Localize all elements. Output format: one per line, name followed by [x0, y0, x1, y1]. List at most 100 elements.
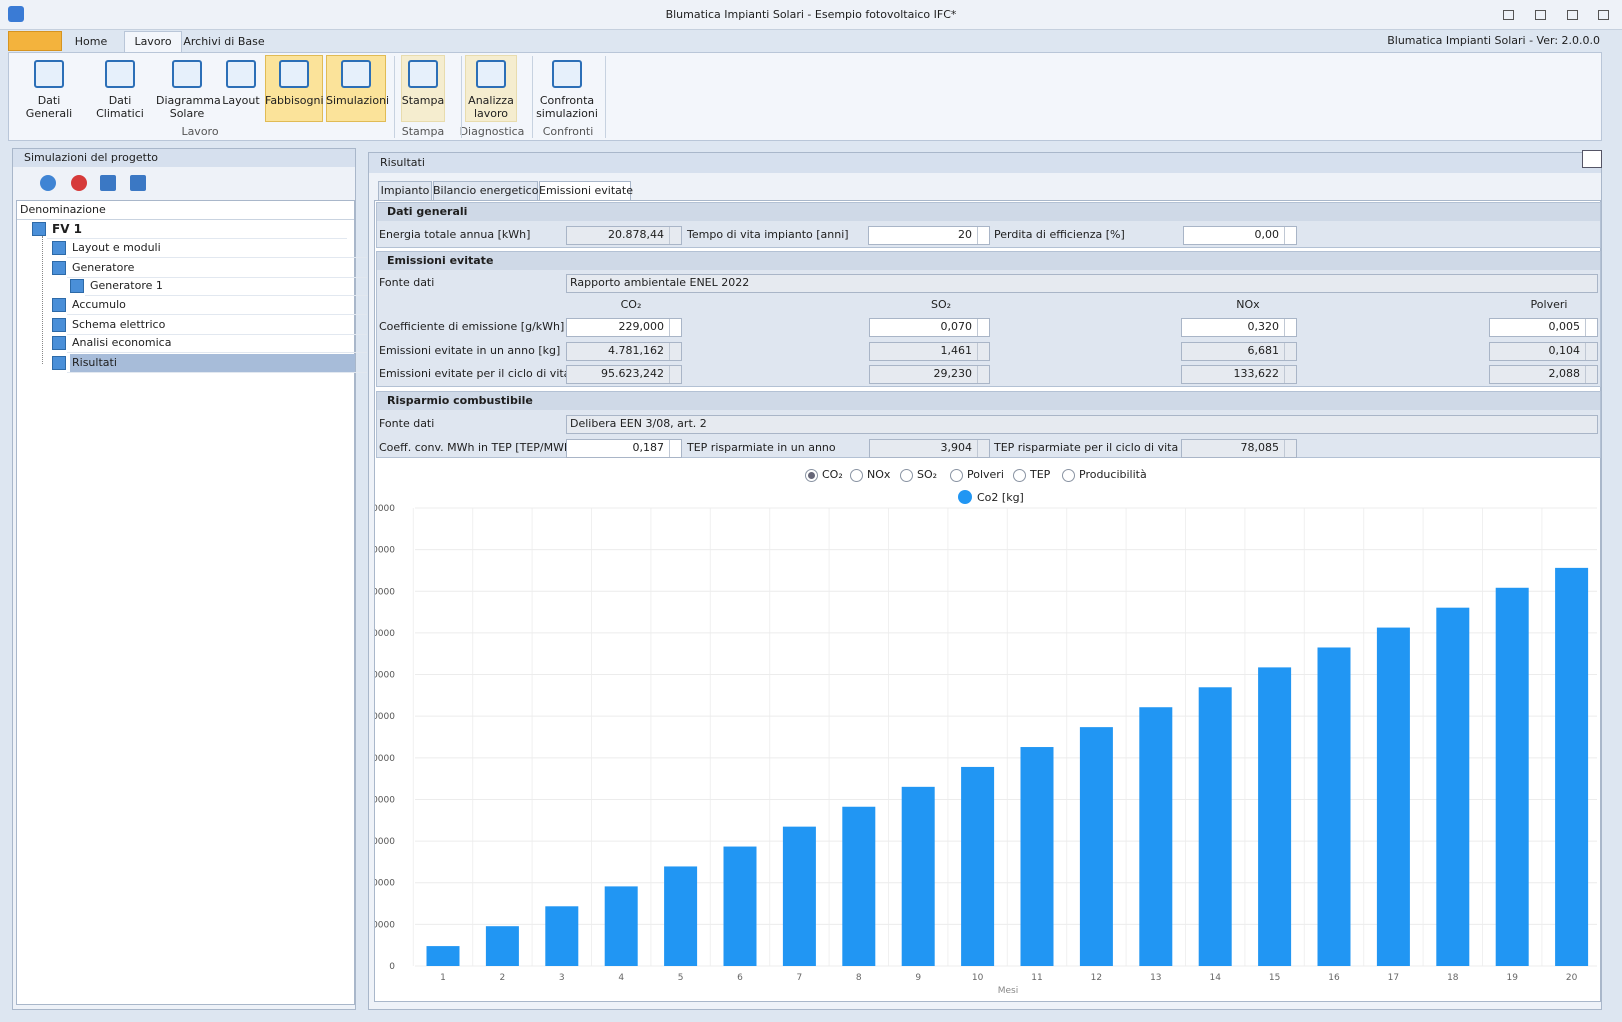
input-field[interactable] [566, 439, 682, 458]
field-value[interactable]: 0,320 [1247, 320, 1280, 333]
input-field[interactable] [1183, 226, 1297, 245]
tab-label[interactable]: Bilancio energetico [433, 184, 539, 197]
input-field [869, 365, 990, 384]
field-value: Delibera EEN 3/08, art. 2 [570, 417, 707, 430]
input-field[interactable] [566, 318, 682, 337]
input-field [566, 342, 682, 361]
bar [485, 926, 519, 966]
ribbon-button[interactable]: Diagramma Solare [156, 94, 221, 120]
ribbon-button[interactable]: Analizza lavoro [468, 94, 514, 120]
toolbar-button[interactable] [71, 175, 87, 191]
field-value: 20.878,44 [608, 228, 664, 241]
field-value[interactable]: 0,00 [1254, 228, 1280, 241]
spinner[interactable] [669, 319, 681, 336]
x-tick-label: 20 [1566, 973, 1578, 983]
x-tick-label: 13 [1150, 973, 1161, 983]
spinner[interactable] [1284, 227, 1296, 244]
field-value[interactable]: 0,005 [1548, 320, 1581, 333]
window-control[interactable] [1598, 10, 1609, 20]
bar [1495, 587, 1529, 966]
bar [1198, 687, 1232, 966]
tree [16, 200, 355, 1005]
tree-item[interactable]: Analisi economica [72, 336, 172, 349]
field-label: Emissioni evitate in un anno [kg] [379, 344, 561, 357]
tree-item[interactable]: Generatore 1 [90, 279, 163, 292]
tree-icon [52, 298, 66, 312]
ribbon-group-label: Lavoro [181, 125, 219, 138]
input-field[interactable] [869, 318, 990, 337]
ribbon-tab-selected [124, 31, 182, 53]
tab-label[interactable]: Impianto [380, 184, 430, 197]
bar [901, 786, 935, 966]
tree-item[interactable]: Risultati [72, 356, 117, 369]
radio-label[interactable]: SO₂ [917, 468, 938, 481]
spinner[interactable] [669, 440, 681, 457]
panel-button[interactable] [1582, 150, 1602, 168]
spinner [1585, 343, 1597, 360]
group-title: Dati generali [387, 205, 468, 218]
column-header: Polveri [1530, 298, 1568, 311]
input-field [566, 415, 1598, 434]
x-tick-label: 18 [1447, 973, 1459, 983]
field-value[interactable]: 0,187 [632, 441, 665, 454]
y-tick-label: 90000 [375, 587, 395, 597]
ribbon-button[interactable]: Layout [222, 94, 260, 107]
ribbon-button[interactable]: Confronta simulazioni [536, 94, 598, 120]
radio-label[interactable]: Polveri [967, 468, 1004, 481]
x-tick-label: 5 [678, 973, 684, 983]
tree-header-line [17, 219, 354, 220]
radio-label[interactable]: NOx [867, 468, 891, 481]
radio-button[interactable] [1062, 469, 1075, 482]
ribbon-tab[interactable]: Home [74, 35, 108, 48]
radio-label[interactable]: CO₂ [822, 468, 843, 481]
ribbon-button[interactable]: Fabbisogni [265, 94, 324, 107]
toolbar-button[interactable] [130, 175, 146, 191]
spinner [977, 366, 989, 383]
input-field[interactable] [868, 226, 990, 245]
input-field[interactable] [1181, 318, 1297, 337]
tree-item[interactable]: Schema elettrico [72, 318, 166, 331]
radio-label[interactable]: TEP [1030, 468, 1051, 481]
ribbon-button[interactable]: Dati Climatici [96, 94, 144, 120]
spinner[interactable] [1585, 319, 1597, 336]
row-line [85, 295, 385, 296]
spinner[interactable] [977, 227, 989, 244]
window-control[interactable] [1535, 10, 1546, 20]
spinner[interactable] [977, 319, 989, 336]
ribbon-button[interactable]: Stampa [401, 94, 445, 107]
row-line [67, 334, 367, 335]
input-field[interactable] [1489, 318, 1598, 337]
ribbon-button[interactable]: Simulazioni [326, 94, 390, 107]
tab-label[interactable]: Emissioni evitate [539, 184, 633, 197]
x-tick-label: 3 [559, 973, 565, 983]
field-value[interactable]: 20 [958, 228, 972, 241]
spinner [669, 366, 681, 383]
ribbon-tab[interactable]: Lavoro [134, 35, 172, 48]
field-value[interactable]: 229,000 [618, 320, 665, 333]
file-button[interactable] [8, 31, 62, 51]
panel-title: Simulazioni del progetto [24, 151, 159, 164]
field-value[interactable]: 0,070 [940, 320, 973, 333]
input-field [869, 439, 990, 458]
radio-label[interactable]: Producibilità [1079, 468, 1147, 481]
window-control[interactable] [1503, 10, 1514, 20]
toolbar-button[interactable] [40, 175, 56, 191]
radio-button[interactable] [950, 469, 963, 482]
tree-item[interactable]: Generatore [72, 261, 135, 274]
radio-button[interactable] [900, 469, 913, 482]
tree-icon [52, 261, 66, 275]
radio-button[interactable] [850, 469, 863, 482]
button-icon [34, 60, 64, 88]
ribbon-tab[interactable]: Archivi di Base [183, 35, 265, 48]
radio-button[interactable] [1013, 469, 1026, 482]
ribbon-button[interactable]: Dati Generali [25, 94, 73, 120]
group-title: Risparmio combustibile [387, 394, 533, 407]
y-tick-label: 70000 [375, 671, 395, 681]
window-control[interactable] [1567, 10, 1578, 20]
tree-icon [52, 241, 66, 255]
toolbar-button[interactable] [100, 175, 116, 191]
tree-item[interactable]: Layout e moduli [72, 241, 161, 254]
spinner[interactable] [1284, 319, 1296, 336]
tree-item[interactable]: FV 1 [52, 222, 83, 236]
tree-item[interactable]: Accumulo [72, 298, 126, 311]
